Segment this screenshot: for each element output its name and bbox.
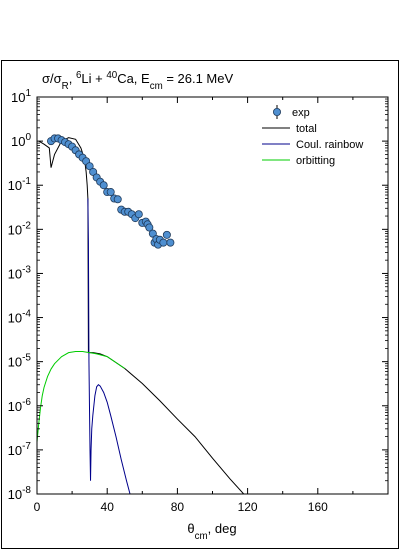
y-tick-label: 10-2	[8, 220, 32, 237]
x-tick-label: 80	[171, 500, 185, 514]
series-line-coul-rainbow	[87, 198, 131, 494]
legend-marker	[272, 108, 281, 117]
x-tick-label: 160	[308, 500, 328, 514]
data-point	[85, 162, 94, 171]
y-tick-label: 10-5	[8, 353, 32, 370]
y-tick-label: 100	[11, 132, 31, 149]
data-point	[159, 238, 168, 247]
y-tick-label: 10-3	[8, 264, 32, 281]
x-axis-label: θcm, deg	[187, 521, 236, 542]
y-tick-label: 101	[11, 88, 31, 105]
data-point	[162, 230, 171, 239]
y-tick-label: 10-8	[8, 485, 32, 502]
legend-label: orbitting	[296, 155, 335, 167]
series-line-orbitting	[37, 351, 126, 443]
legend: exp total Coul. rainbow orbitting	[262, 105, 363, 167]
x-tick-label: 40	[101, 500, 115, 514]
data-point	[106, 188, 115, 197]
data-point	[134, 210, 143, 219]
x-tick-label: 120	[238, 500, 258, 514]
legend-label: Coul. rainbow	[296, 139, 363, 151]
y-tick-label: 10-4	[8, 309, 32, 326]
axis-ticks: 0 40 80 120 160 101 100 10-1 10-2 10-3 10-4 10-5 10-…	[8, 88, 389, 514]
figure-border	[1, 60, 399, 549]
chart-title: σ/σR, 6Li + 40Ca, Ecm = 26.1 MeV	[42, 70, 233, 92]
data-point	[166, 238, 175, 247]
y-tick-label: 10-6	[8, 397, 32, 414]
series-layer	[37, 134, 245, 494]
data-point	[113, 195, 122, 204]
data-point	[145, 223, 154, 232]
legend-label: total	[296, 123, 317, 135]
x-tick-label: 0	[34, 500, 41, 514]
data-point	[99, 181, 108, 190]
y-tick-label: 10-7	[8, 441, 32, 458]
y-tick-label: 10-1	[8, 176, 32, 193]
legend-label: exp	[292, 107, 310, 119]
